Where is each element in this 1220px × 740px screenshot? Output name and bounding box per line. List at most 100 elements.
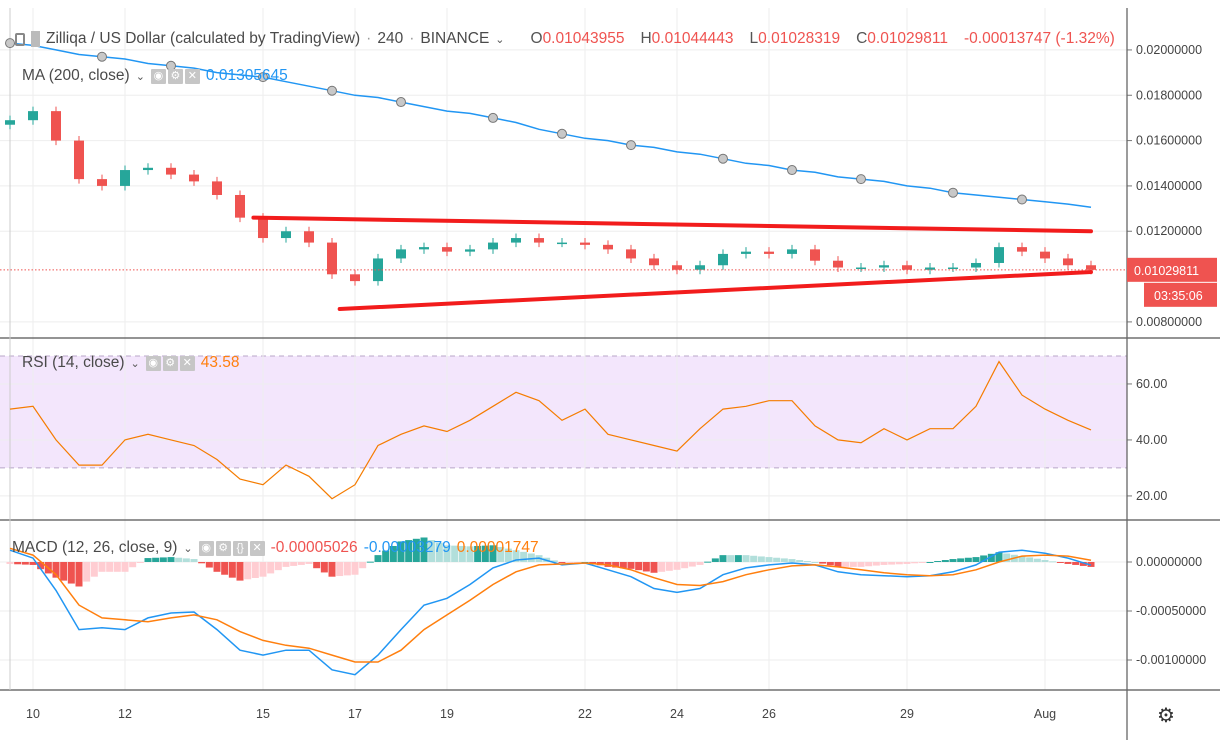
macd-histogram-bar <box>497 546 505 562</box>
time-axis-label: 12 <box>118 707 132 721</box>
close-icon[interactable]: ✕ <box>249 540 265 556</box>
symbol-title[interactable]: Zilliqa / US Dollar (calculated by Tradi… <box>46 30 361 47</box>
macd-histogram-bar <box>420 537 428 562</box>
macd-histogram-bar <box>719 555 727 562</box>
macd-histogram-bar <box>90 561 98 577</box>
macd-histogram-bar <box>888 561 896 565</box>
candle <box>442 247 452 252</box>
price-axis-label: 0.01200000 <box>1136 224 1202 238</box>
macd-histogram-bar <box>175 557 183 562</box>
macd-histogram-bar <box>359 561 367 569</box>
macd-histogram-bar <box>6 561 14 564</box>
macd-histogram-bar <box>1072 561 1080 565</box>
candle <box>28 111 38 121</box>
candle <box>971 262 981 268</box>
chevron-down-icon[interactable]: ⌄ <box>183 542 193 555</box>
macd-histogram-bar <box>320 561 328 573</box>
macd-histogram-bar <box>21 561 29 565</box>
close-icon[interactable]: ✕ <box>179 355 195 371</box>
macd-histogram-bar <box>1056 561 1064 563</box>
candle <box>1017 247 1027 252</box>
trendline[interactable] <box>251 215 1093 234</box>
candle <box>212 181 222 195</box>
macd-histogram-bar <box>681 561 689 569</box>
macd-histogram-bar <box>328 561 336 577</box>
macd-label[interactable]: MACD (12, 26, close, 9) <box>12 539 178 556</box>
macd-histogram-bar <box>412 538 420 562</box>
macd-histogram-bar <box>351 561 359 575</box>
macd-histogram-bar <box>167 557 175 562</box>
macd-histogram-bar <box>144 558 152 562</box>
macd-histogram-bar <box>980 555 988 562</box>
macd-histogram-bar <box>1049 561 1057 563</box>
settings-icon[interactable]: ⚙ <box>167 68 183 84</box>
macd-histogram-bar <box>635 561 643 571</box>
ma-marker <box>258 72 268 83</box>
time-axis-label: Aug <box>1034 707 1056 721</box>
interval[interactable]: 240 <box>377 30 404 47</box>
macd-histogram-bar <box>918 561 926 563</box>
macd-histogram-bar <box>282 561 290 567</box>
macd-histogram-bar <box>37 561 45 570</box>
macd-histogram-bar <box>14 561 22 565</box>
macd-axis-label: -0.00050000 <box>1136 604 1206 618</box>
candle <box>396 249 406 259</box>
macd-histogram-bar <box>1026 557 1034 562</box>
candle <box>488 242 498 250</box>
gear-icon[interactable]: ⚙ <box>1157 705 1175 727</box>
chevron-down-icon[interactable]: ⌄ <box>130 357 140 370</box>
rsi-label[interactable]: RSI (14, close) <box>22 354 125 371</box>
settings-icon[interactable]: ⚙ <box>162 355 178 371</box>
time-axis-label: 26 <box>762 707 776 721</box>
ma-marker <box>396 97 406 108</box>
rsi-value: 43.58 <box>200 354 240 371</box>
last-price-badge <box>1127 257 1217 282</box>
macd-legend: MACD (12, 26, close, 9) ⌄ ◉ ⚙ {} ✕ -0.00… <box>12 539 539 557</box>
macd-histogram-bar <box>198 561 206 564</box>
ma-label[interactable]: MA (200, close) <box>22 67 130 84</box>
macd-histogram-bar <box>520 551 528 562</box>
close-icon[interactable]: ✕ <box>184 68 200 84</box>
macd-histogram-bar <box>780 558 788 562</box>
time-axis-label: 24 <box>670 707 684 721</box>
ohlc-low: L0.01028319 <box>749 30 841 47</box>
macd-histogram-bar <box>849 561 857 567</box>
macd-histogram-bar <box>941 560 949 562</box>
macd-histogram-bar <box>934 561 942 563</box>
macd-line <box>9 549 1092 676</box>
macd-histogram-bar <box>589 561 597 564</box>
braces-icon[interactable]: {} <box>232 540 248 556</box>
candle <box>787 249 797 254</box>
eye-icon[interactable]: ◉ <box>145 355 161 371</box>
macd-axis-label: 0.00000000 <box>1136 555 1202 569</box>
chevron-down-icon[interactable]: ⌄ <box>135 70 145 83</box>
macd-histogram-bar <box>658 561 666 572</box>
ma-marker <box>97 51 107 62</box>
macd-histogram-bar <box>558 561 566 563</box>
macd-histogram-bar <box>366 561 374 563</box>
macd-histogram-bar <box>964 557 972 562</box>
candle <box>465 249 475 252</box>
macd-histogram-bar <box>688 561 696 567</box>
countdown-label: 03:35:06 <box>1154 289 1203 303</box>
collapse-icon[interactable] <box>15 32 25 46</box>
ma-legend: MA (200, close) ⌄ ◉ ⚙ ✕ 0.01305645 <box>22 67 288 85</box>
trendline[interactable] <box>337 270 1093 311</box>
macd-histogram-bar <box>228 561 236 578</box>
macd-histogram-bar <box>236 561 244 581</box>
candle <box>350 274 360 282</box>
ohlc-open: O0.01043955 <box>530 30 625 47</box>
rsi-line <box>9 360 1092 500</box>
ma-marker <box>5 38 15 49</box>
candle <box>120 170 130 186</box>
chevron-down-icon[interactable]: ⌄ <box>495 33 505 46</box>
macd-histogram-bar <box>650 561 658 573</box>
macd-histogram-bar <box>550 560 558 562</box>
exchange[interactable]: BINANCE <box>420 30 490 47</box>
settings-icon[interactable]: ⚙ <box>215 540 231 556</box>
eye-icon[interactable]: ◉ <box>198 540 214 556</box>
eye-icon[interactable]: ◉ <box>150 68 166 84</box>
ma-marker <box>626 140 636 151</box>
macd-histogram-bar <box>259 561 267 577</box>
